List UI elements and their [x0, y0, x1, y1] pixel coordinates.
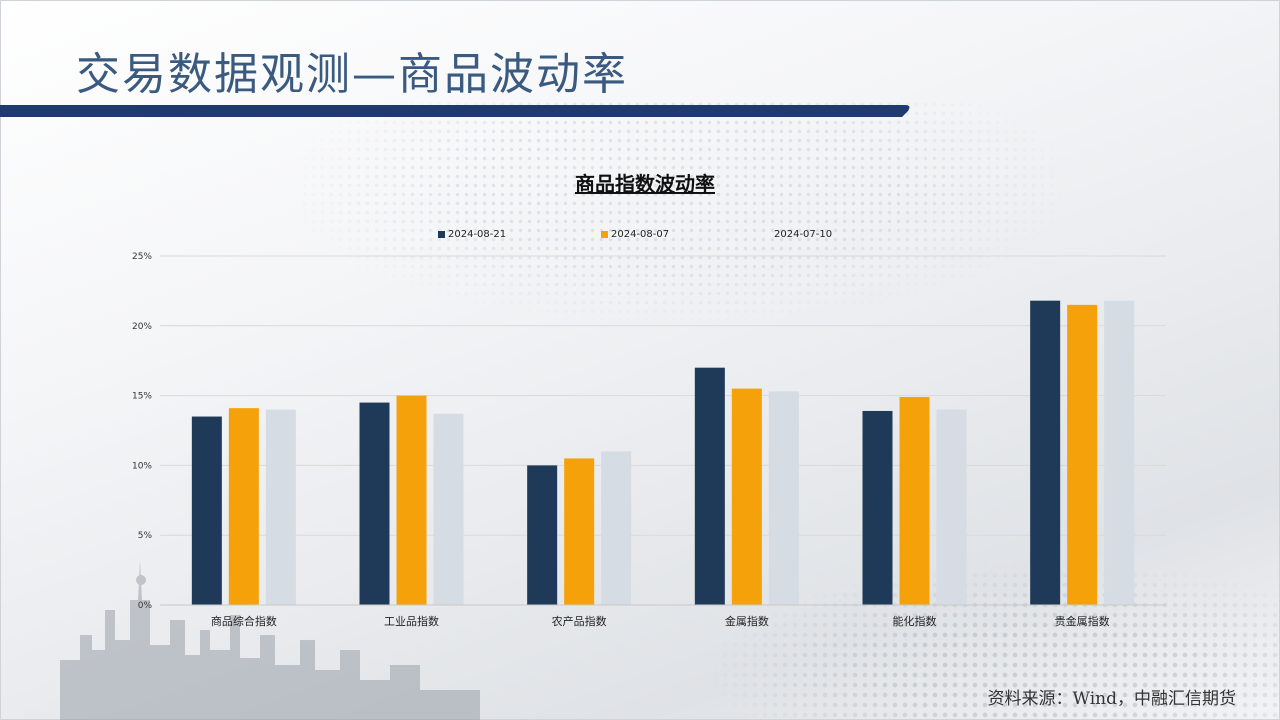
legend-swatch — [601, 231, 608, 238]
x-category-label: 商品综合指数 — [211, 614, 277, 628]
chart-legend: 2024-08-21 2024-08-07 2024-07-10 — [0, 229, 1280, 243]
x-category-label: 农产品指数 — [552, 614, 607, 628]
y-tick-label: 25% — [132, 252, 152, 262]
header-divider-bar — [0, 105, 910, 117]
legend-label: 2024-08-21 — [448, 229, 507, 240]
bar — [731, 388, 762, 605]
bar — [433, 413, 464, 605]
y-tick-label: 0% — [138, 601, 153, 611]
bar — [191, 416, 222, 605]
bar — [527, 465, 558, 605]
x-category-label: 工业品指数 — [384, 614, 439, 628]
bar — [1067, 304, 1098, 605]
y-tick-label: 10% — [132, 461, 152, 471]
bar — [899, 396, 930, 605]
bar — [396, 395, 427, 605]
bar — [228, 408, 259, 605]
city-skyline-background — [60, 560, 480, 720]
bar — [359, 402, 390, 605]
y-tick-label: 20% — [132, 322, 152, 332]
data-source-note: 资料来源：Wind，中融汇信期货 — [987, 689, 1236, 709]
bar — [694, 367, 725, 605]
legend-label: 2024-08-07 — [611, 229, 670, 240]
y-tick-label: 15% — [132, 392, 152, 402]
legend-item-series-1: 2024-08-21 — [438, 229, 506, 240]
bar — [265, 409, 296, 605]
legend-item-series-3: 2024-07-10 — [764, 229, 832, 240]
bar — [601, 451, 632, 605]
x-category-label: 贵金属指数 — [1055, 614, 1110, 628]
bar — [862, 410, 893, 605]
x-category-label: 能化指数 — [893, 614, 937, 628]
world-map-background — [300, 100, 1060, 320]
y-tick-label: 5% — [138, 531, 153, 541]
bar — [564, 458, 595, 605]
chart-title: 商品指数波动率 — [575, 172, 715, 196]
bar — [936, 409, 967, 605]
legend-item-series-2: 2024-08-07 — [601, 229, 669, 240]
x-category-label: 金属指数 — [725, 614, 769, 628]
bar — [1104, 300, 1135, 605]
legend-swatch — [438, 231, 445, 238]
bar — [1030, 300, 1061, 605]
bar — [768, 391, 799, 605]
legend-label: 2024-07-10 — [774, 229, 833, 240]
page-title: 交易数据观测—商品波动率 — [76, 49, 628, 100]
